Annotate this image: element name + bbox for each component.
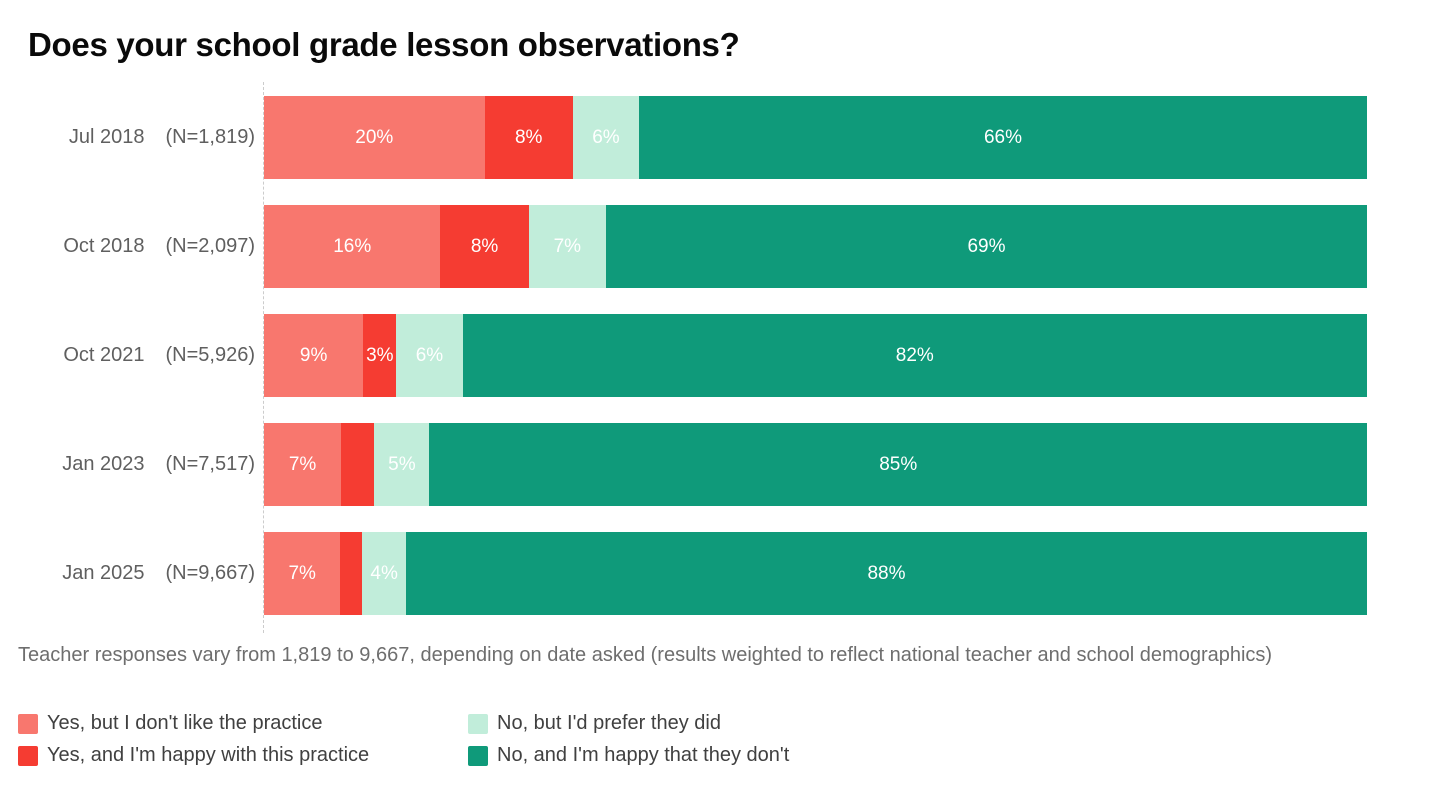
stacked-bar: 9% 3% 6% 82% xyxy=(264,314,1367,397)
bar-segment-value-label: 6% xyxy=(415,344,444,366)
stacked-bar: 7% 4% 88% xyxy=(264,532,1368,615)
bar-segment-value-label: 82% xyxy=(895,344,934,366)
row-period-label: Jan 2023 xyxy=(62,453,145,475)
chart-row: Jan 2025 (N=9,667) 7% 4% 88% xyxy=(0,532,1368,615)
bar-segment-value-label: 7% xyxy=(288,562,316,584)
stacked-bar: 7% 5% 85% xyxy=(264,423,1367,506)
chart-row: Jul 2018 (N=1,819) 20% 8% 6% 66% xyxy=(0,96,1367,179)
bar-segment-no-happy: 66% xyxy=(639,96,1367,179)
bar-segment-value-label: 7% xyxy=(553,235,582,257)
bar-segment-value-label: 20% xyxy=(355,126,394,148)
row-label: Jan 2025 (N=9,667) xyxy=(0,532,255,615)
bar-segment-value-label: 85% xyxy=(879,453,918,475)
legend-swatch xyxy=(18,713,38,734)
row-label: Jan 2023 (N=7,517) xyxy=(0,423,255,506)
bar-segment-no-happy: 85% xyxy=(429,423,1367,506)
row-sample-size-label: (N=2,097) xyxy=(165,235,256,257)
legend-swatch xyxy=(18,745,38,766)
row-period-label: Oct 2021 xyxy=(63,344,145,366)
stacked-bar: 16% 8% 7% 69% xyxy=(264,205,1367,288)
bar-segment-no-prefer: 6% xyxy=(396,314,463,397)
stacked-bar-chart: Jul 2018 (N=1,819) 20% 8% 6% 66% Oct 2018 (… xyxy=(0,96,1368,615)
bar-segment-yes-happy: 8% xyxy=(484,96,573,179)
bar-segment-yes-happy xyxy=(341,423,375,506)
row-sample-size-label: (N=9,667) xyxy=(165,562,256,584)
bar-segment-yes-happy xyxy=(340,532,363,615)
bar-segment-value-label: 88% xyxy=(867,562,906,584)
bar-segment-yes-happy: 8% xyxy=(440,205,529,288)
bar-segment-value-label: 7% xyxy=(288,453,317,475)
row-sample-size-label: (N=7,517) xyxy=(165,453,256,475)
bar-segment-no-prefer: 6% xyxy=(572,96,640,179)
bar-segment-value-label: 16% xyxy=(333,235,372,257)
bar-segment-yes-dislike: 7% xyxy=(264,532,341,615)
bar-segment-value-label: 5% xyxy=(388,453,416,475)
row-label: Oct 2021 (N=5,926) xyxy=(0,314,255,397)
legend-label: No, and I'm happy that they don't xyxy=(497,744,790,766)
legend-swatch xyxy=(468,745,488,766)
axis-zero-dashed-line xyxy=(263,82,264,633)
bar-segment-yes-dislike: 9% xyxy=(264,314,364,397)
footnote-text: Teacher responses vary from 1,819 to 9,6… xyxy=(18,644,1273,666)
bar-segment-yes-happy: 3% xyxy=(363,314,397,397)
bar-segment-yes-dislike: 20% xyxy=(264,96,485,179)
bar-segment-no-prefer: 7% xyxy=(528,205,606,288)
bar-segment-yes-dislike: 16% xyxy=(264,205,441,288)
legend: Yes, but I don't like the practice Yes, … xyxy=(18,712,789,767)
legend-label: Yes, but I don't like the practice xyxy=(47,712,323,734)
row-period-label: Oct 2018 xyxy=(63,235,145,257)
legend-item: No, but I'd prefer they did xyxy=(468,712,789,735)
bar-segment-no-happy: 82% xyxy=(462,314,1367,397)
legend-label: Yes, and I'm happy with this practice xyxy=(47,744,370,766)
legend-swatch xyxy=(468,713,488,734)
legend-item: No, and I'm happy that they don't xyxy=(468,744,789,767)
bar-segment-value-label: 6% xyxy=(592,126,620,148)
stacked-bar: 20% 8% 6% 66% xyxy=(264,96,1367,179)
chart-title: Does your school grade lesson observatio… xyxy=(28,26,740,63)
bar-segment-value-label: 3% xyxy=(366,344,394,366)
bar-segment-value-label: 9% xyxy=(299,344,328,366)
chart-row: Oct 2018 (N=2,097) 16% 8% 7% 69% xyxy=(0,205,1367,288)
bar-segment-value-label: 8% xyxy=(514,126,543,148)
row-sample-size-label: (N=1,819) xyxy=(165,126,256,148)
bar-segment-yes-dislike: 7% xyxy=(264,423,342,506)
row-period-label: Jan 2025 xyxy=(62,562,145,584)
row-period-label: Jul 2018 xyxy=(68,126,145,148)
bar-segment-value-label: 8% xyxy=(470,235,499,257)
bar-segment-value-label: 66% xyxy=(983,126,1023,148)
legend-item: Yes, and I'm happy with this practice xyxy=(18,744,468,767)
legend-label: No, but I'd prefer they did xyxy=(497,712,721,734)
row-sample-size-label: (N=5,926) xyxy=(165,344,256,366)
row-label: Oct 2018 (N=2,097) xyxy=(0,205,255,288)
row-label: Jul 2018 (N=1,819) xyxy=(0,96,255,179)
chart-row: Jan 2023 (N=7,517) 7% 5% 85% xyxy=(0,423,1367,506)
bar-segment-no-prefer: 5% xyxy=(374,423,430,506)
chart-row: Oct 2021 (N=5,926) 9% 3% 6% 82% xyxy=(0,314,1367,397)
bar-segment-no-prefer: 4% xyxy=(362,532,406,615)
bar-segment-value-label: 4% xyxy=(370,562,398,584)
bar-segment-no-happy: 69% xyxy=(605,205,1367,288)
legend-item: Yes, but I don't like the practice xyxy=(18,712,468,735)
bar-segment-value-label: 69% xyxy=(967,235,1006,257)
bar-segment-no-happy: 88% xyxy=(405,532,1368,615)
